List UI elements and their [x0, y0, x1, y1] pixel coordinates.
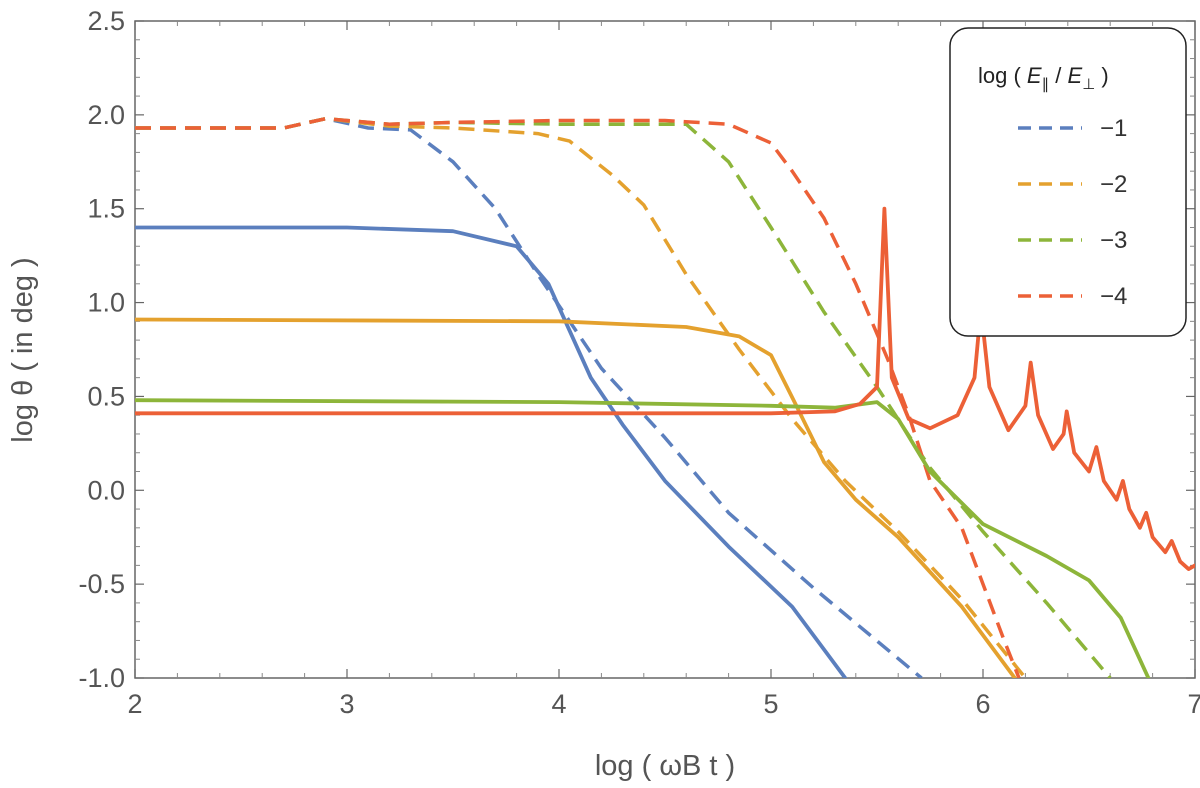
series-dashed-line — [135, 116, 1027, 678]
series-dashed-line — [135, 116, 1021, 678]
x-tick-label: 3 — [339, 689, 354, 719]
legend-title: log ( E∥ / E⊥ ) — [978, 63, 1109, 93]
y-tick-label: -0.5 — [78, 569, 125, 599]
y-tick-label: 1.0 — [87, 288, 125, 318]
y-tick-label: 0.5 — [87, 381, 125, 411]
series-solid-line — [135, 206, 1195, 571]
legend-entry-label: −4 — [1100, 283, 1127, 310]
series-solid-line — [135, 225, 848, 678]
axis-ticks — [134, 20, 1196, 679]
plot-frame — [134, 20, 1196, 679]
x-tick-label: 4 — [551, 689, 566, 719]
y-tick-label: 0.0 — [87, 475, 125, 505]
series-solid-line — [135, 317, 1017, 678]
y-axis-label: log θ ( in deg ) — [7, 257, 39, 442]
x-tick-label: 5 — [763, 689, 778, 719]
y-tick-label: 2.0 — [87, 100, 125, 130]
y-tick-label: 1.5 — [87, 194, 125, 224]
x-tick-label: 7 — [1187, 689, 1200, 719]
legend-entry-label: −2 — [1100, 171, 1127, 198]
x-tick-label: 6 — [975, 689, 990, 719]
legend: log ( E∥ / E⊥ ) −1 −2 −3 −4 — [949, 27, 1187, 337]
legend-box — [949, 27, 1187, 337]
series-solid-line — [135, 398, 1151, 678]
y-tick-label: 2.5 — [87, 6, 125, 36]
y-tick-label: -1.0 — [78, 663, 125, 693]
legend-entry-label: −1 — [1100, 115, 1127, 142]
x-axis-label: log ( ωB t ) — [595, 750, 735, 782]
series-dashed-line — [135, 116, 923, 678]
series-layer — [135, 116, 1195, 678]
legend-entry-label: −3 — [1100, 227, 1127, 254]
x-tick-label: 2 — [127, 689, 142, 719]
tick-labels: 2 3 4 5 6 7 2.5 2.0 1.5 1.0 0.5 0.0 -0.5 -1.0 — [78, 6, 1200, 719]
